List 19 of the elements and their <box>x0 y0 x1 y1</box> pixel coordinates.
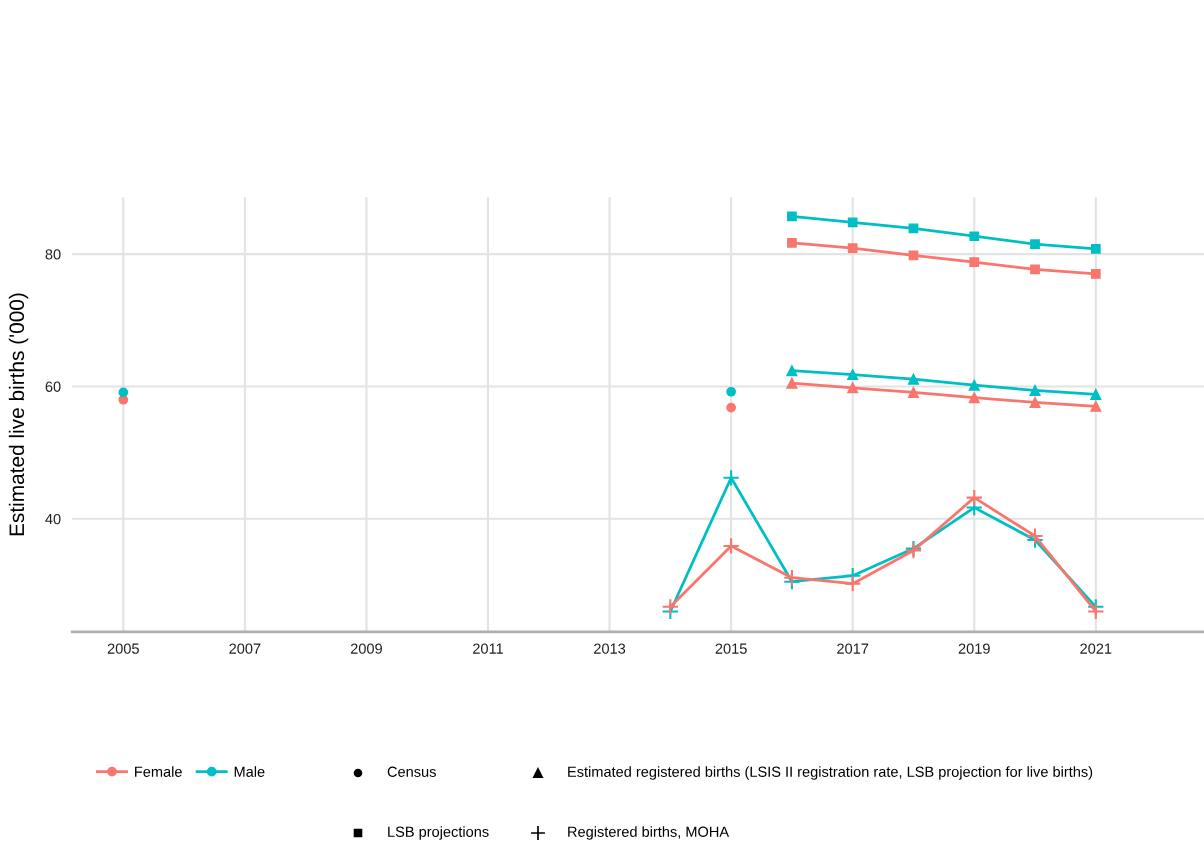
x-tick-label: 2005 <box>107 643 139 654</box>
text: LSB projections <box>388 826 489 840</box>
x-tick-label: 2017 <box>837 643 869 654</box>
legend-label: Male <box>234 766 265 777</box>
y-tick-label: 80 <box>45 249 61 260</box>
x-tick-label: 2021 <box>1080 643 1112 654</box>
x-tick-label: 2015 <box>715 643 747 654</box>
y-tick-label: 60 <box>45 381 61 392</box>
y-axis-title: Estimated live births ('000) <box>8 293 29 536</box>
x-tick-label: 2011 <box>473 643 503 654</box>
legend-label: Female <box>135 766 182 777</box>
x-tick-label: 2013 <box>594 643 626 654</box>
text: Estimated registered births (LSIS II registration rate, LSB projection for live births) <box>568 766 1093 780</box>
x-tick-label: 2009 <box>350 643 382 654</box>
text: Census <box>387 766 436 777</box>
x-tick-label: 2007 <box>229 643 261 654</box>
y-tick-label: 40 <box>45 513 61 525</box>
text: Registered births, MOHA <box>568 826 730 840</box>
x-tick-label: 2019 <box>958 643 990 654</box>
